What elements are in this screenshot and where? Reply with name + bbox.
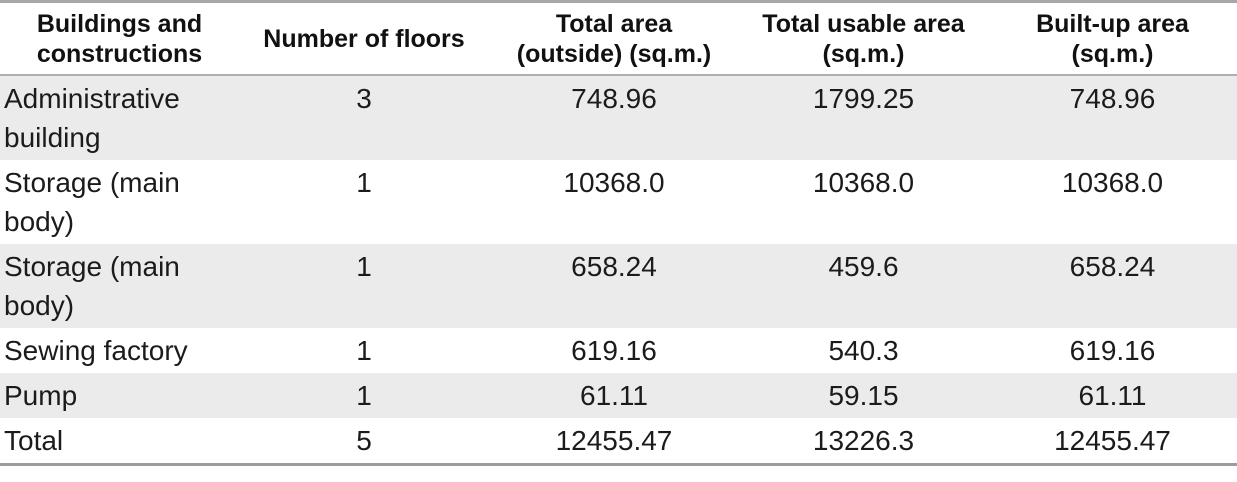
- table-row: Sewing factory 1 619.16 540.3 619.16: [0, 328, 1237, 373]
- cell-total-usable-area: 59.15: [828, 380, 899, 411]
- cell-built-up-area: 619.16: [1069, 335, 1156, 366]
- table-row: Administrative building 3 748.96 1799.25…: [0, 75, 1237, 160]
- cell-building: Pump: [4, 380, 78, 411]
- column-header-floors: Number of floors: [239, 1, 489, 76]
- buildings-table: Buildings and constructions Number of fl…: [0, 0, 1237, 466]
- cell-built-up-area: 12455.47: [1054, 425, 1171, 456]
- cell-floors: 3: [356, 83, 372, 114]
- cell-total-usable-area: 13226.3: [812, 425, 915, 456]
- cell-total-area-outside: 658.24: [571, 251, 657, 282]
- header-line: Number of floors: [263, 25, 465, 53]
- column-header-built-up-area: Built-up area (sq.m.): [988, 1, 1237, 76]
- table-row-total: Total 5 12455.47 13226.3 12455.47: [0, 418, 1237, 465]
- cell-total-usable-area: 540.3: [828, 335, 899, 366]
- cell-floors: 1: [356, 167, 372, 198]
- cell-building: Total: [4, 425, 64, 456]
- cell-building: Storage (main body): [4, 251, 180, 321]
- column-header-total-area-outside: Total area (outside) (sq.m.): [489, 1, 739, 76]
- cell-total-usable-area: 459.6: [828, 251, 899, 282]
- table-row: Storage (main body) 1 10368.0 10368.0 10…: [0, 160, 1237, 244]
- column-header-total-usable-area: Total usable area (sq.m.): [739, 1, 988, 76]
- cell-built-up-area: 61.11: [1078, 380, 1147, 411]
- cell-floors: 1: [356, 380, 372, 411]
- header-row: Buildings and constructions Number of fl…: [0, 1, 1237, 76]
- header-line: constructions: [36, 40, 203, 68]
- cell-built-up-area: 10368.0: [1061, 167, 1164, 198]
- table-row: Pump 1 61.11 59.15 61.11: [0, 373, 1237, 418]
- cell-total-area-outside: 10368.0: [563, 167, 665, 198]
- cell-total-area-outside: 61.11: [580, 380, 648, 411]
- header-line: Total area: [555, 10, 673, 38]
- cell-total-usable-area: 10368.0: [812, 167, 915, 198]
- table-header: Buildings and constructions Number of fl…: [0, 1, 1237, 76]
- cell-built-up-area: 748.96: [1069, 83, 1156, 114]
- header-line: Buildings and: [36, 10, 203, 38]
- header-line: Total usable area: [762, 10, 965, 38]
- cell-total-area-outside: 619.16: [571, 335, 657, 366]
- header-line: (outside) (sq.m.): [516, 40, 712, 68]
- table-body: Administrative building 3 748.96 1799.25…: [0, 75, 1237, 465]
- header-line: Built-up area: [1036, 10, 1189, 38]
- cell-building: Sewing factory: [4, 335, 188, 366]
- table-row: Storage (main body) 1 658.24 459.6 658.2…: [0, 244, 1237, 328]
- cell-total-area-outside: 12455.47: [555, 425, 673, 456]
- cell-floors: 5: [356, 425, 372, 456]
- cell-floors: 1: [356, 251, 372, 282]
- cell-building: Administrative building: [4, 83, 180, 153]
- header-line: (sq.m.): [822, 40, 905, 68]
- cell-built-up-area: 658.24: [1069, 251, 1156, 282]
- cell-total-area-outside: 748.96: [571, 83, 657, 114]
- cell-floors: 1: [356, 335, 372, 366]
- header-line: (sq.m.): [1071, 40, 1154, 68]
- column-header-buildings: Buildings and constructions: [0, 1, 239, 76]
- cell-building: Storage (main body): [4, 167, 180, 237]
- cell-total-usable-area: 1799.25: [812, 83, 915, 114]
